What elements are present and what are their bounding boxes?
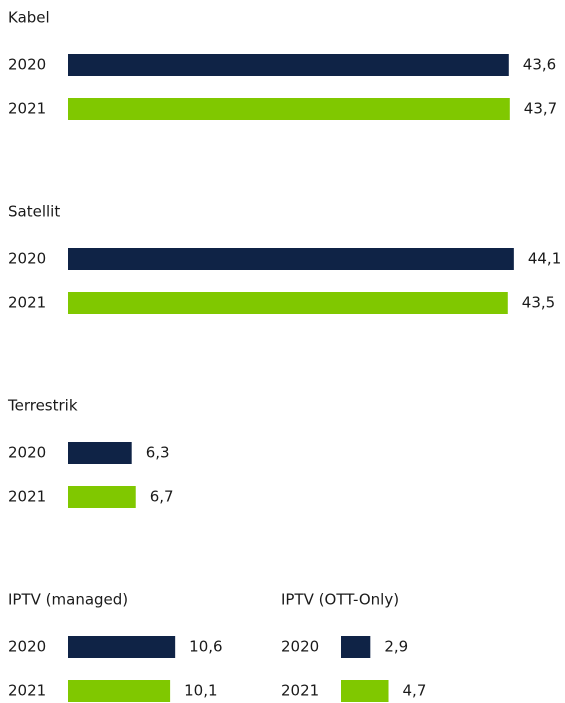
bar [68, 486, 136, 508]
value-label: 43,5 [522, 294, 555, 312]
category-label: 2021 [281, 682, 319, 700]
category-label: 2020 [8, 56, 46, 74]
bar [68, 680, 171, 702]
category-label: 2021 [8, 682, 46, 700]
value-label: 6,3 [146, 444, 170, 462]
group-title: Satellit [8, 203, 60, 221]
bar [341, 636, 371, 658]
value-label: 43,7 [524, 100, 557, 118]
value-label: 2,9 [384, 638, 408, 656]
value-label: 10,6 [189, 638, 222, 656]
bar [68, 292, 508, 314]
category-label: 2020 [8, 444, 46, 462]
value-label: 4,7 [403, 682, 427, 700]
value-label: 44,1 [528, 250, 561, 268]
bar [68, 636, 176, 658]
category-label: 2021 [8, 294, 46, 312]
value-label: 10,1 [184, 682, 217, 700]
bar [68, 248, 514, 270]
category-label: 2020 [8, 250, 46, 268]
bar [68, 442, 132, 464]
bar [341, 680, 389, 702]
bar [68, 54, 509, 76]
group-title: IPTV (OTT-Only) [281, 591, 399, 609]
bar [68, 98, 510, 120]
value-label: 6,7 [150, 488, 174, 506]
group-title: Kabel [8, 9, 50, 27]
group-title: IPTV (managed) [8, 591, 128, 609]
value-label: 43,6 [523, 56, 556, 74]
category-label: 2021 [8, 488, 46, 506]
category-label: 2021 [8, 100, 46, 118]
group-title: Terrestrik [7, 397, 78, 415]
category-label: 2020 [8, 638, 46, 656]
category-label: 2020 [281, 638, 319, 656]
